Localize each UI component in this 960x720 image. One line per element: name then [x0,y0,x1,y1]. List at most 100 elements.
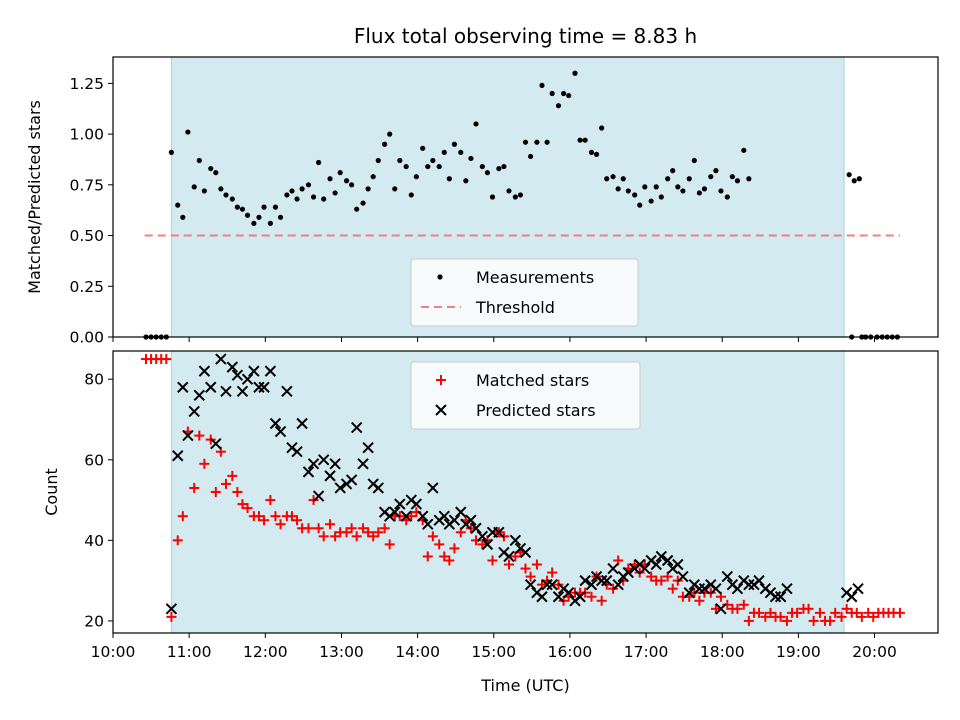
predicted-star-point [743,578,755,591]
measurement-point [468,155,474,162]
measurement-point [610,174,616,180]
measurement-point [653,184,659,190]
matched-star-point [765,607,776,618]
measurement-point [408,192,414,198]
predicted-star-point [350,421,363,434]
measurement-point [299,186,305,192]
measurement-point [577,137,583,143]
matched-star-point [738,599,749,610]
matched-star-point [232,487,243,497]
measurement-point [625,188,631,194]
matched-star-point [856,611,867,622]
matched-star-point [427,531,438,542]
predicted-star-point [541,578,553,591]
matched-star-point [841,603,852,614]
predicted-star-point [253,381,265,393]
measurement-point [604,176,610,182]
predicted-star-point [198,365,211,377]
predicted-star-point [231,369,244,381]
predicted-star-point [274,425,287,438]
matched-star-point [265,495,276,506]
matched-star-point [220,478,231,489]
legend-predicted-marker [435,404,447,416]
predicted-star-point [774,591,787,603]
matched-star-point [286,511,297,522]
matched-star-point [792,607,803,618]
x-tick-label: 10:00 [91,643,136,661]
predicted-star-point [226,361,239,373]
measurement-point [403,163,409,170]
matched-star-point [363,527,374,538]
matched-star-point [525,571,536,582]
predicted-star-point [693,582,706,595]
matched-star-point [520,563,531,574]
matched-star-point [487,555,498,566]
measurement-point [479,163,485,170]
matched-star-point [449,543,460,554]
measurement-point [729,174,735,180]
x-axis-label: Time (UTC) [480,676,569,695]
predicted-star-point [372,482,384,494]
matched-star-point [439,551,450,562]
measurement-point [337,170,343,176]
measurement-point [191,184,197,190]
predicted-star-point [389,506,401,518]
measurement-point [277,214,284,220]
x-tick-label: 14:00 [395,643,440,661]
predicted-star-point [400,510,412,522]
measurement-point [180,214,186,220]
measurement-point [680,188,686,194]
measurement-point [615,186,621,192]
matched-star-point [292,515,303,526]
matched-star-point [172,535,183,546]
matched-star-point [656,575,667,586]
matched-star-point [253,511,264,522]
matched-star-point [743,615,754,626]
matched-star-point [710,603,721,614]
measurement-point [261,204,267,210]
predicted-star-point [579,574,591,587]
bottom-x-axis: 10:00 11:00 12:00 13:00 14:00 15:00 16:00 17:00… [91,633,897,661]
predicted-star-point [574,591,586,603]
legend-matched-marker [436,375,446,385]
matched-star-point [646,571,657,582]
measurement-point [196,157,202,164]
measurement-point [213,170,219,176]
predicted-star-point [334,482,346,494]
measurement-point [327,176,333,182]
predicted-star-point [552,591,565,603]
predicted-star-point [519,546,532,559]
measurement-point [343,178,350,184]
measurement-point [708,174,714,180]
x-tick-label: 11:00 [167,643,212,661]
matched-star-point [863,607,874,618]
matched-star-point [830,607,841,618]
predicted-star-point [639,562,651,575]
measurement-point [244,212,251,218]
measurement-point [413,174,419,180]
predicted-star-point [329,458,341,470]
predicted-star-point [422,518,434,530]
x-tick-label: 18:00 [700,643,745,661]
measurement-point [223,192,229,198]
bottom-y-axis-label: Count [42,468,61,516]
measurement-point [560,90,567,97]
measurement-point [251,220,257,226]
measurement-point [430,157,436,164]
predicted-star-point [258,381,270,393]
matched-star-point [259,515,270,526]
bottom-y-axis: 20 40 60 80 [84,371,113,630]
matched-star-point [504,559,514,570]
matched-star-point [210,487,221,497]
predicted-star-point [307,458,320,470]
predicted-star-point [302,466,315,478]
matched-star-point [313,523,324,534]
predicted-star-point [362,441,374,454]
predicted-star-point [715,603,727,615]
top-legend: Measurements Threshold [410,258,639,327]
measurement-point [284,192,290,198]
predicted-star-point [622,566,635,579]
y-tick-label: 0.50 [69,227,104,245]
measurement-point [724,194,730,200]
